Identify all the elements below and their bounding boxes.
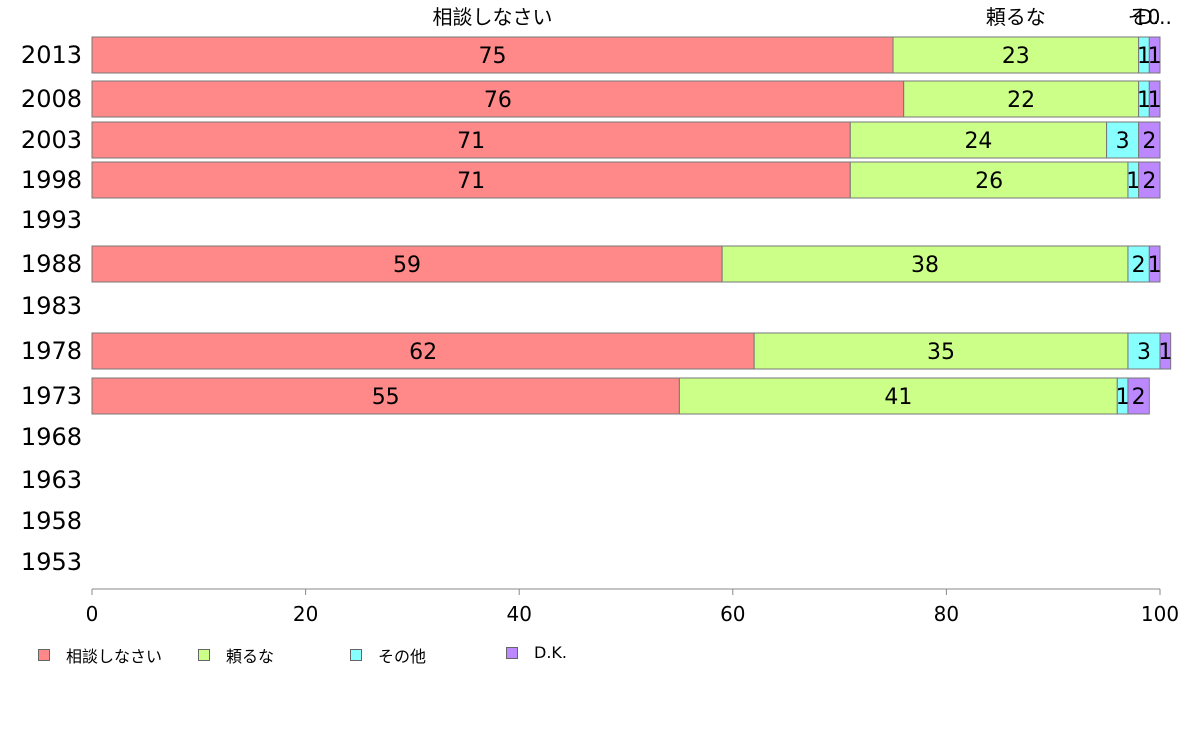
data-label: 3 bbox=[1116, 129, 1130, 154]
data-label: 2 bbox=[1132, 385, 1146, 410]
x-tick-label: 100 bbox=[1141, 602, 1179, 626]
data-label: 1 bbox=[1137, 88, 1151, 113]
bar-segment bbox=[1148, 80, 1161, 118]
bar-segment bbox=[91, 161, 851, 199]
data-label: 1 bbox=[1137, 44, 1151, 69]
data-label: 2 bbox=[1142, 129, 1156, 154]
bar-segment bbox=[1106, 121, 1140, 159]
top-series-label: 相談しなさい bbox=[433, 5, 553, 29]
data-label: 1 bbox=[1148, 88, 1162, 113]
data-label: 1 bbox=[1158, 340, 1172, 365]
bar-segment bbox=[1127, 332, 1161, 370]
legend-item: 相談しなさい bbox=[38, 643, 162, 667]
x-tick-label: 40 bbox=[506, 602, 531, 626]
data-label: 22 bbox=[1007, 88, 1035, 113]
top-series-label: そ0 bbox=[1128, 5, 1161, 29]
bar-segment bbox=[753, 332, 1129, 370]
data-label: 76 bbox=[484, 88, 512, 113]
category-label: 1953 bbox=[21, 548, 82, 576]
category-label: 2013 bbox=[21, 41, 82, 69]
legend-item: 頼るな bbox=[198, 643, 274, 667]
top-series-label: D... bbox=[1137, 5, 1171, 29]
legend-label: D.K. bbox=[534, 643, 567, 662]
legend-item: D.K. bbox=[506, 643, 567, 662]
bar-segment bbox=[91, 121, 851, 159]
legend-label: 相談しなさい bbox=[66, 647, 163, 666]
x-tick-label: 80 bbox=[934, 602, 959, 626]
category-label: 1973 bbox=[21, 382, 82, 410]
legend-label: その他 bbox=[378, 647, 427, 666]
bar-segment bbox=[91, 36, 894, 74]
bar-segment bbox=[678, 377, 1118, 415]
top-series-label: 頼るな bbox=[986, 5, 1046, 29]
legend-item: その他 bbox=[350, 643, 426, 667]
bar-segment bbox=[721, 245, 1129, 283]
data-label: 59 bbox=[393, 253, 421, 278]
x-tick-label: 20 bbox=[293, 602, 318, 626]
data-label: 1 bbox=[1148, 44, 1162, 69]
category-label: 1993 bbox=[21, 206, 82, 234]
bar-segment bbox=[1148, 245, 1161, 283]
legend-swatch bbox=[38, 649, 50, 661]
bar-segment bbox=[91, 332, 755, 370]
category-label: 1983 bbox=[21, 292, 82, 320]
data-label: 1 bbox=[1126, 169, 1140, 194]
category-label: 2008 bbox=[21, 85, 82, 113]
bar-segment bbox=[1127, 377, 1150, 415]
bar-segment bbox=[91, 377, 680, 415]
category-label: 1988 bbox=[21, 250, 82, 278]
legend-swatch bbox=[350, 649, 362, 661]
legend-swatch bbox=[198, 649, 210, 661]
x-tick-label: 60 bbox=[720, 602, 745, 626]
category-label: 1963 bbox=[21, 466, 82, 494]
bar-segment bbox=[1138, 121, 1161, 159]
category-label: 1958 bbox=[21, 507, 82, 535]
data-label: 26 bbox=[975, 169, 1003, 194]
data-label: 62 bbox=[409, 340, 437, 365]
data-label: 3 bbox=[1137, 340, 1151, 365]
legend: 相談しなさい 頼るな その他 D.K. bbox=[38, 643, 1138, 666]
data-label: 35 bbox=[927, 340, 955, 365]
data-label: 71 bbox=[457, 129, 485, 154]
data-label: 41 bbox=[884, 385, 912, 410]
data-label: 55 bbox=[372, 385, 400, 410]
bar-segment bbox=[1138, 161, 1161, 199]
category-label: 1998 bbox=[21, 166, 82, 194]
data-label: 71 bbox=[457, 169, 485, 194]
bar-segment bbox=[892, 36, 1140, 74]
data-label: 38 bbox=[911, 253, 939, 278]
legend-swatch bbox=[506, 646, 518, 659]
data-label: 23 bbox=[1002, 44, 1030, 69]
bar-segment bbox=[849, 121, 1108, 159]
x-tick-label: 0 bbox=[86, 602, 99, 626]
category-label: 2003 bbox=[21, 126, 82, 154]
data-label: 2 bbox=[1142, 169, 1156, 194]
bar-segment bbox=[1159, 332, 1172, 370]
legend-label: 頼るな bbox=[226, 647, 275, 666]
data-label: 75 bbox=[479, 44, 507, 69]
data-label: 1 bbox=[1148, 253, 1162, 278]
bar-segment bbox=[849, 161, 1129, 199]
data-label: 24 bbox=[964, 129, 992, 154]
category-label: 1968 bbox=[21, 423, 82, 451]
bar-segment bbox=[1148, 36, 1161, 74]
data-label: 2 bbox=[1132, 253, 1146, 278]
category-label: 1978 bbox=[21, 337, 82, 365]
data-label: 1 bbox=[1116, 385, 1130, 410]
